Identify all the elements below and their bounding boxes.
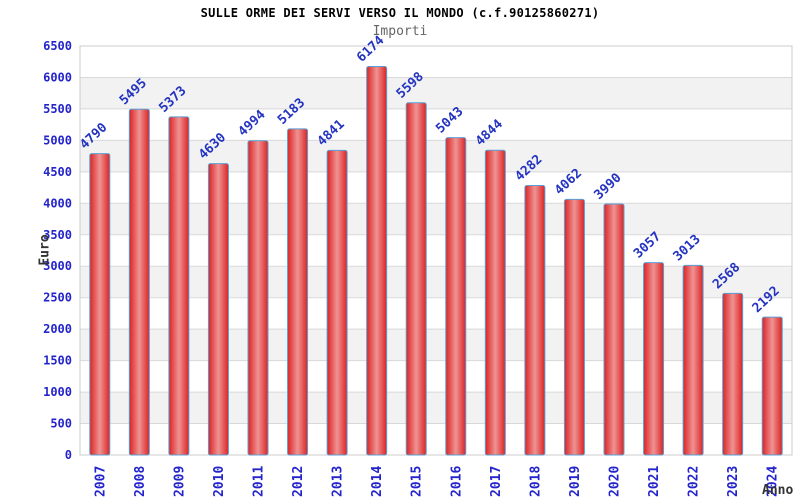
bar [326,149,348,456]
plot-band [80,266,792,298]
y-tick-label: 6500 [43,39,72,53]
bar [682,264,704,456]
x-tick-label: 2009 [172,466,187,497]
bar [643,262,665,456]
bar [366,66,388,456]
bar [207,163,229,456]
y-tick-label: 5500 [43,102,72,116]
y-axis-title: Euro [37,234,53,266]
plot-band [80,297,792,330]
x-tick-label: 2010 [212,466,227,497]
x-tick-label: 2008 [133,466,148,497]
bar [128,108,150,456]
y-tick-label: 3500 [43,228,72,242]
x-tick-label: 2014 [370,466,385,497]
bar [247,140,269,456]
x-tick-label: 2016 [449,466,464,497]
y-tick-label: 500 [50,417,72,431]
bar [89,153,111,456]
y-tick-label: 1500 [43,354,72,368]
bar [287,128,309,456]
y-tick-label: 4500 [43,165,72,179]
x-tick-label: 2017 [489,466,504,497]
y-tick-label: 2000 [43,322,72,336]
bar [445,137,467,456]
x-tick-label: 2020 [608,466,623,497]
plot-band [80,360,792,393]
plot-band [80,423,792,455]
x-tick-label: 2013 [331,466,346,497]
y-tick-label: 5000 [43,133,72,147]
x-tick-label: 2024 [766,466,781,497]
plot-band [80,171,792,204]
y-tick-label: 0 [65,448,72,462]
bar [761,316,783,456]
plot-border [79,45,793,456]
plot-band [80,234,792,267]
x-axis-title: Anno [762,483,794,498]
bar [484,149,506,456]
x-tick-label: 2012 [291,466,306,497]
x-tick-label: 2007 [93,466,108,497]
x-tick-label: 2022 [687,466,702,497]
bar [168,116,190,456]
plot-band [80,77,792,109]
plot-band [80,329,792,361]
bar [405,102,427,456]
bar [524,185,546,456]
plot-band [80,140,792,172]
x-tick-label: 2021 [647,466,662,497]
x-tick-label: 2019 [568,466,583,497]
x-tick-label: 2011 [252,466,267,497]
bar [722,292,744,456]
plot-band [80,46,792,78]
x-tick-label: 2023 [726,466,741,497]
y-tick-label: 4000 [43,196,72,210]
plot-band [80,203,792,235]
plot-band [80,392,792,424]
y-tick-label: 3000 [43,259,72,273]
chart-title: SULLE ORME DEI SERVI VERSO IL MONDO (c.f… [200,6,600,20]
x-tick-label: 2018 [528,466,543,497]
bar [563,198,585,456]
y-tick-label: 1000 [43,385,72,399]
y-tick-label: 6000 [43,70,72,84]
plot-band [80,108,792,141]
x-tick-label: 2015 [410,466,425,497]
bar [603,203,625,456]
y-tick-label: 2500 [43,291,72,305]
chart-subtitle: Importi [372,24,428,39]
